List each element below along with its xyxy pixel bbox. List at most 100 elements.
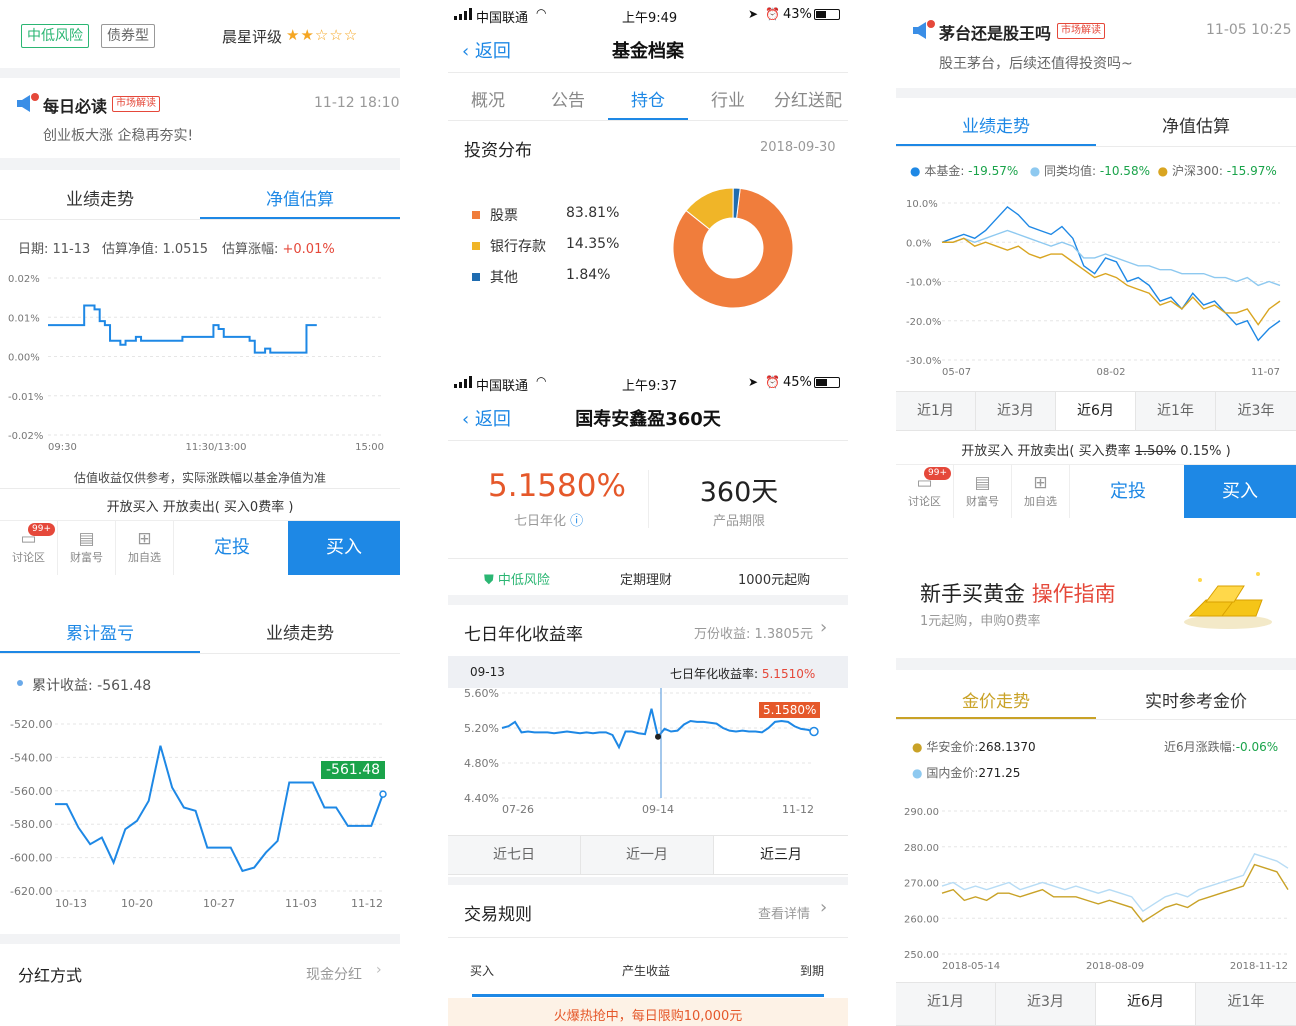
period-3m[interactable]: 近三月 xyxy=(714,836,848,874)
y-tick-label: 10.0% xyxy=(906,199,938,210)
x-tick-label: 11-07 xyxy=(1251,367,1280,378)
y-tick-label: 5.20% xyxy=(464,722,499,735)
location-icon: ➤ xyxy=(748,7,759,21)
series-line xyxy=(941,853,1289,913)
chart-tooltip-bar xyxy=(448,656,848,688)
y-tick-label: -560.00 xyxy=(10,785,52,798)
battery-percent: 45% xyxy=(783,375,812,390)
x-tick-label: 10-20 xyxy=(121,897,153,910)
tab-estimate[interactable]: 净值估算 xyxy=(1162,117,1230,137)
rules-title: 交易规则 xyxy=(464,905,532,925)
alloc-legend: 股票 83.81% 银行存款 14.35% 其他 1.84% xyxy=(470,205,650,298)
gold-period-3m[interactable]: 近3月 xyxy=(996,983,1096,1025)
section-gap xyxy=(0,68,400,78)
period-3m[interactable]: 近3月 xyxy=(976,392,1056,430)
est-date: 日期: 11-13 xyxy=(18,242,91,257)
tab-estimate[interactable]: 净值估算 xyxy=(266,190,334,210)
fee-status: 开放买入 开放卖出( 买入费率 1.50% 0.15% ) xyxy=(961,444,1231,459)
news-desc[interactable]: 股王茅台，后续还值得投资吗~ xyxy=(939,56,1133,72)
signal-icon xyxy=(454,8,472,24)
section-gap xyxy=(448,877,848,885)
add-watchlist-button[interactable]: ⊞ 加自选 xyxy=(116,521,174,575)
x-tick-label: 07-26 xyxy=(502,803,534,816)
tab-industry[interactable]: 行业 xyxy=(711,91,745,111)
news-desc[interactable]: 创业板大涨 企稳再夯实! xyxy=(43,128,194,144)
period-1m[interactable]: 近一月 xyxy=(581,836,714,874)
tab-gold-trend[interactable]: 金价走势 xyxy=(962,692,1030,712)
back-button[interactable]: ‹ 返回 xyxy=(462,41,511,62)
gold-period-6m[interactable]: 近6月 xyxy=(1096,983,1196,1025)
legend-other: 其他 1.84% xyxy=(470,267,650,298)
discuss-button[interactable]: ▭ 讨论区 99+ xyxy=(896,465,954,519)
promo-text: 火爆热抢中，每日限购10,000元 xyxy=(553,1009,743,1024)
buy-button[interactable]: 买入 xyxy=(1184,465,1296,519)
status-bar-2: 中国联通 ◠ 上午9:37 ➤ ⏰ 45% xyxy=(448,374,848,404)
step-buy: 买入 xyxy=(470,964,495,978)
series-line xyxy=(941,863,1289,923)
period-1m[interactable]: 近1月 xyxy=(896,392,976,430)
end-point xyxy=(809,726,819,737)
carrier: 中国联通 xyxy=(476,379,529,394)
store-icon: ▤ xyxy=(78,529,95,549)
perf-legend: ● 本基金: -19.57% ● 同类均值: -10.58% ● 沪深300: … xyxy=(910,162,1277,179)
fund-type-tag: 债券型 xyxy=(101,24,155,48)
gold-period-1m[interactable]: 近1月 xyxy=(896,983,996,1025)
tab-holdings[interactable]: 持仓 xyxy=(631,91,665,111)
megaphone-icon xyxy=(14,93,40,119)
tab-cumulative[interactable]: 累计盈亏 xyxy=(66,624,134,644)
y-tick-label: 280.00 xyxy=(904,843,939,854)
caifu-button[interactable]: ▤ 财富号 xyxy=(58,521,116,575)
gold-ad-title: 新手买黄金 操作指南 xyxy=(920,582,1116,606)
chevron-left-icon: ‹ xyxy=(462,409,475,430)
y-tick-label: 4.40% xyxy=(464,792,499,805)
discuss-badge: 99+ xyxy=(924,467,951,480)
tab-dividend[interactable]: 分红送配 xyxy=(774,91,842,111)
dividend-value[interactable]: 现金分红 xyxy=(306,967,362,983)
dingtou-button[interactable]: 定投 xyxy=(1110,481,1146,502)
legend-swatch xyxy=(472,273,480,281)
shield-icon: ⛊ xyxy=(484,573,498,588)
period-6m[interactable]: 近6月 xyxy=(1056,392,1136,430)
rules-detail-link[interactable]: 查看详情 xyxy=(758,907,811,922)
add-watchlist-button[interactable]: ⊞ 加自选 xyxy=(1012,465,1070,519)
tab-performance-2[interactable]: 业绩走势 xyxy=(266,624,334,644)
tab-announcement[interactable]: 公告 xyxy=(551,91,585,111)
news-title[interactable]: 茅台还是股王吗 xyxy=(939,24,1052,43)
tab-underline xyxy=(608,118,688,120)
tab-gold-realtime[interactable]: 实时参考金价 xyxy=(1145,692,1247,712)
yield-label: 七日年化 ⓘ xyxy=(514,514,584,529)
chevron-right-icon: › xyxy=(820,617,828,638)
tab-performance[interactable]: 业绩走势 xyxy=(66,190,134,210)
tab-performance[interactable]: 业绩走势 xyxy=(962,117,1030,137)
y-tick-label: 260.00 xyxy=(904,914,939,925)
y-tick-label: -540.00 xyxy=(10,751,52,764)
discuss-badge: 99+ xyxy=(28,523,55,536)
back-button-2[interactable]: ‹ 返回 xyxy=(462,409,511,430)
info-icon[interactable]: ⓘ xyxy=(570,514,584,529)
cum-value-label: -561.48 xyxy=(321,761,386,779)
news-tag: 市场解读 xyxy=(112,96,160,112)
x-tick-label: 15:00 xyxy=(355,442,384,453)
period-3y[interactable]: 近3年 xyxy=(1237,403,1275,419)
location-icon: ➤ xyxy=(748,375,759,389)
term-feature: 定期理财 xyxy=(620,573,673,588)
caifu-button[interactable]: ▤ 财富号 xyxy=(954,465,1012,519)
y-tick-label: -0.01% xyxy=(8,392,43,403)
buy-button[interactable]: 买入 xyxy=(288,521,400,575)
yield-rate: 5.1580% xyxy=(488,468,626,504)
discuss-button[interactable]: ▭ 讨论区 99+ xyxy=(0,521,58,575)
wanfen-income[interactable]: 万份收益: 1.3805元 xyxy=(694,627,813,642)
gold-guide-banner[interactable]: 新手买黄金 操作指南 1元起购，申购0费率 xyxy=(896,540,1296,652)
news-title[interactable]: 每日必读 xyxy=(43,97,108,116)
performance-chart: 10.0% 0.0% -10.0% -20.0% -30.0%05-07 08-02 11-… xyxy=(906,199,1281,378)
legend-peer: ● 同类均值: -10.58% xyxy=(1029,164,1150,178)
x-tick-label: 2018-05-14 xyxy=(942,961,1000,972)
tab-overview[interactable]: 概况 xyxy=(471,91,505,111)
legend-swatch xyxy=(472,211,480,219)
y-tick-label: 270.00 xyxy=(904,879,939,890)
dingtou-button[interactable]: 定投 xyxy=(214,537,250,558)
period-1y[interactable]: 近1年 xyxy=(1136,392,1216,430)
gold-period-1y[interactable]: 近1年 xyxy=(1227,994,1265,1010)
estimate-chart: 0.02% 0.01% 0.00% -0.01% -0.02% 09:30 11:30/13… xyxy=(8,274,384,453)
period-7d[interactable]: 近七日 xyxy=(448,836,581,874)
